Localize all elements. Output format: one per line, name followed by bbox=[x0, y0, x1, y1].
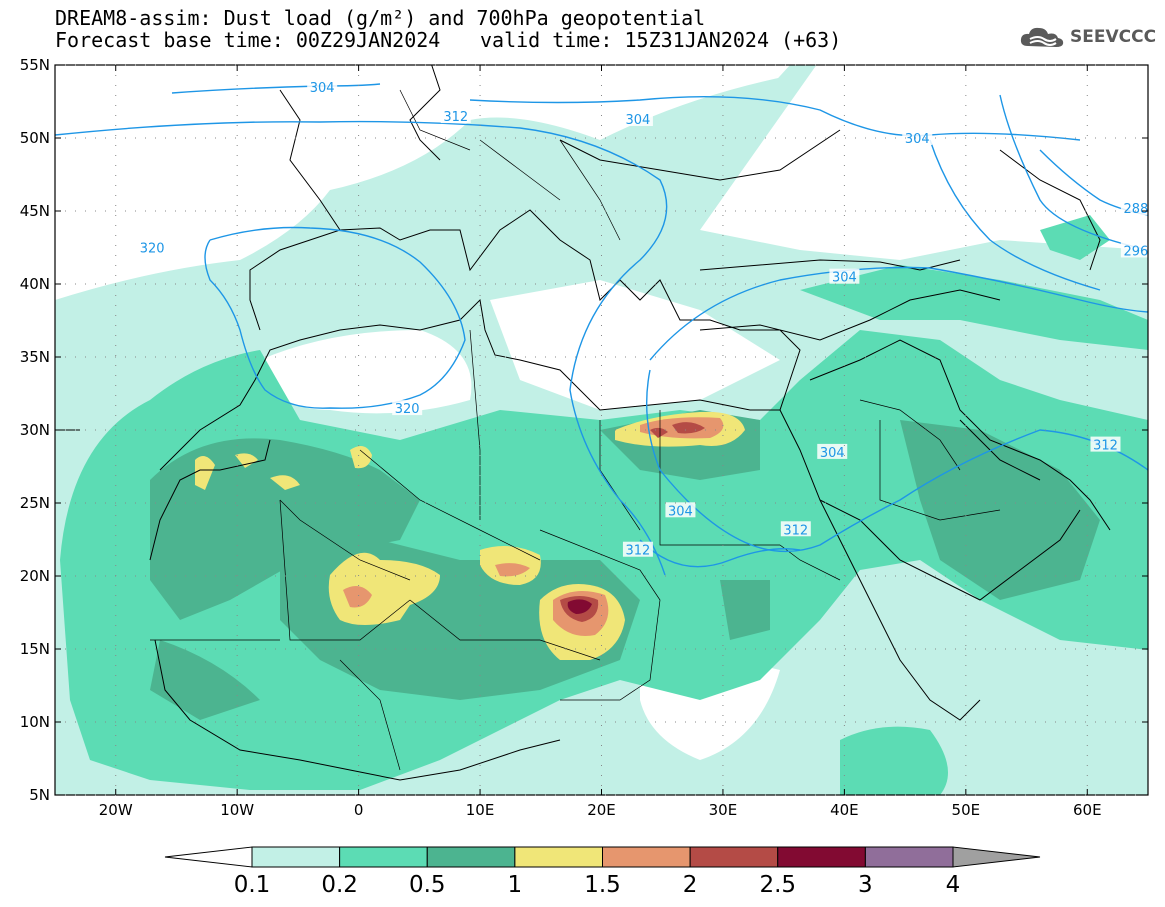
colorbar-box bbox=[602, 846, 691, 868]
lat-label: 30N bbox=[20, 421, 50, 439]
contour-label-bg bbox=[780, 521, 811, 537]
contour-label-bg bbox=[665, 502, 696, 518]
cloud-icon bbox=[1020, 27, 1064, 47]
colorbar-box bbox=[864, 846, 954, 868]
contour-label: 320 bbox=[395, 402, 420, 417]
valid-time: valid time: 15Z31JAN2024 (+63) bbox=[480, 28, 842, 52]
contour-labels: 304 304 304 312 288 296 320 304 320 312 304 304 312 3… bbox=[137, 78, 1151, 559]
colorbar-box bbox=[514, 846, 603, 868]
lon-label: 50E bbox=[952, 801, 981, 819]
contour-label-bg bbox=[622, 541, 653, 557]
contour-label: 288 bbox=[1123, 202, 1148, 217]
contour-label: 304 bbox=[626, 113, 651, 128]
colorbar-label: 4 bbox=[945, 872, 961, 898]
lon-label: 40E bbox=[830, 801, 859, 819]
contour-label: 312 bbox=[1093, 439, 1118, 454]
lat-label: 35N bbox=[20, 348, 50, 366]
colorbar-label: 2 bbox=[682, 872, 698, 898]
contour-label-bg bbox=[440, 108, 471, 124]
colorbar-label: 0.1 bbox=[233, 872, 271, 898]
lat-label: 55N bbox=[20, 56, 50, 74]
contour-label: 312 bbox=[626, 544, 651, 559]
colorbar-label: 1.5 bbox=[584, 872, 621, 898]
contour-label: 320 bbox=[140, 242, 165, 257]
colorbar-label: 1 bbox=[507, 872, 523, 898]
axis-ticks: 20W 10W 0 10E 20E 30E 40E 50E 60E 55N 50N 45N 40N 35N… bbox=[20, 56, 1148, 819]
contour-label-bg bbox=[817, 443, 848, 459]
map-title: DREAM8-assim: Dust load (g/m²) and 700hP… bbox=[55, 6, 706, 30]
colorbar-label: 3 bbox=[858, 872, 873, 898]
contour-label-bg bbox=[1120, 242, 1151, 258]
lon-label: 20E bbox=[587, 801, 616, 819]
contour-label-bg bbox=[829, 268, 860, 284]
lat-label: 50N bbox=[20, 129, 50, 147]
lat-label: 5N bbox=[29, 786, 50, 804]
borders bbox=[150, 89, 1001, 771]
colorbar-high-arrow bbox=[952, 846, 1041, 868]
colorbar bbox=[164, 846, 1041, 868]
lon-label: 60E bbox=[1073, 801, 1102, 819]
dust-field bbox=[55, 65, 1148, 795]
contour-label-bg bbox=[137, 239, 168, 255]
lat-label: 25N bbox=[20, 494, 50, 512]
lat-label: 10N bbox=[20, 713, 50, 731]
contour-label: 312 bbox=[783, 523, 808, 538]
coastlines bbox=[55, 65, 1111, 781]
colorbar-box bbox=[426, 846, 516, 868]
lon-label: 30E bbox=[709, 801, 738, 819]
contour-label-bg bbox=[622, 111, 653, 127]
contour-label: 304 bbox=[310, 81, 335, 96]
contour-label: 304 bbox=[820, 446, 845, 461]
logo-text: SEEVCCC bbox=[1070, 27, 1157, 47]
colorbar-label: 0.5 bbox=[408, 872, 446, 898]
contour-label-bg bbox=[392, 400, 423, 416]
contour-label: 296 bbox=[1123, 244, 1148, 259]
lat-label: 45N bbox=[20, 202, 50, 220]
colorbar-box bbox=[689, 846, 779, 868]
geopotential-contours bbox=[55, 83, 1148, 576]
colorbar-low-arrow bbox=[164, 846, 253, 868]
lon-label: 20W bbox=[99, 801, 133, 819]
forecast-base-time: Forecast base time: 00Z29JAN2024 bbox=[55, 28, 441, 52]
colorbar-label: 0.2 bbox=[321, 872, 358, 898]
contour-label: 304 bbox=[905, 132, 930, 147]
contour-label-bg bbox=[307, 78, 338, 94]
lat-label: 15N bbox=[20, 640, 50, 658]
lat-label: 40N bbox=[20, 275, 50, 293]
lon-label: 0 bbox=[354, 801, 364, 819]
contour-label-bg bbox=[1090, 436, 1121, 452]
colorbar-label: 2.5 bbox=[759, 872, 797, 898]
lon-label: 10E bbox=[466, 801, 495, 819]
colorbar-box bbox=[339, 846, 428, 868]
contour-label: 304 bbox=[668, 504, 693, 519]
colorbar-box bbox=[777, 846, 866, 868]
lon-label: 10W bbox=[220, 801, 254, 819]
contour-label: 304 bbox=[832, 271, 857, 286]
contour-label-bg bbox=[902, 130, 933, 145]
lat-label: 20N bbox=[20, 567, 50, 585]
colorbar-box bbox=[251, 846, 341, 868]
contour-label: 312 bbox=[443, 110, 468, 125]
seevccc-logo: SEEVCCC bbox=[1018, 24, 1156, 50]
